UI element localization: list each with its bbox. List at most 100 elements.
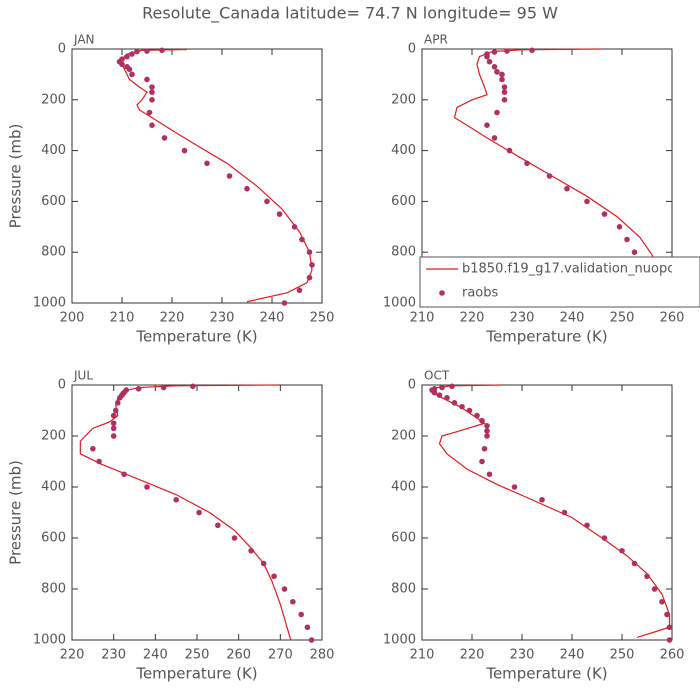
x-tick-label: 260 [660,648,685,663]
x-tick-label: 240 [143,648,168,663]
x-axis-label: Temperature (K) [485,665,607,683]
raobs-point [491,63,498,70]
raobs-point [501,97,508,103]
raobs-point [479,458,485,465]
raobs-point [149,89,155,95]
raobs-point [631,560,638,567]
raobs-point [616,224,623,230]
y-tick-label: 800 [41,582,66,597]
raobs-point [144,48,150,54]
legend-label: raobs [462,286,499,301]
raobs-point [110,433,117,439]
raobs-point [624,236,630,243]
raobs-point [149,122,155,128]
raobs-point [144,484,150,490]
x-tick-label: 250 [610,311,635,326]
raobs-point [124,53,130,60]
raobs-point [181,147,188,154]
x-tick-label: 280 [310,648,335,663]
legend-box [419,256,700,308]
raobs-point [474,412,480,419]
raobs-point [524,160,530,167]
y-tick-label: 1000 [33,633,66,648]
raobs-point [96,458,102,465]
raobs-point [484,53,490,60]
raobs-point [501,89,508,95]
x-tick-label: 270 [268,648,293,663]
raobs-point [666,624,673,631]
raobs-point [494,109,500,116]
raobs-point [491,49,498,55]
y-tick-label: 200 [41,92,66,107]
legend: b1850.f19_g17.validation_nuopc.raobs [426,262,672,301]
raobs-point [499,76,505,83]
raobs-point [110,425,117,432]
raobs-point [149,84,155,90]
plot-frame [71,48,323,304]
y-axis-label: Pressure (mb) [7,124,25,229]
raobs-point [129,51,135,57]
raobs-point [159,47,165,54]
raobs-point [304,624,311,631]
model-line [430,384,671,639]
y-tick-label: 1000 [33,296,66,311]
raobs-point [160,384,167,391]
raobs-point [484,122,490,128]
raobs-point [135,386,142,392]
raobs-point [110,420,117,427]
x-tick-label: 240 [560,648,585,663]
raobs-point [511,484,518,490]
x-axis-label: Temperature (K) [135,665,257,683]
raobs-point [561,509,568,516]
y-tick-label: 400 [391,143,416,158]
y-tick-label: 1000 [383,296,416,311]
raobs-point [306,274,313,281]
raobs-point [231,535,238,541]
y-tick-label: 400 [41,480,66,495]
raobs-point [264,198,270,205]
raobs-point [144,76,150,83]
raobs-point [117,394,123,401]
raobs-point [271,573,277,580]
raobs-point [436,392,443,399]
y-tick-label: 800 [391,245,416,260]
x-tick-label: 220 [160,311,185,326]
raobs-point [110,412,117,419]
raobs-point [529,47,535,54]
raobs-point [659,598,665,605]
y-tick-label: 600 [391,194,416,209]
raobs-point [504,48,510,54]
y-tick-label: 0 [58,42,66,57]
y-tick-label: 200 [391,429,416,444]
raobs-point [491,135,498,141]
raobs-point [666,637,673,643]
x-tick-label: 240 [260,311,285,326]
raobs-point [260,560,267,567]
raobs-point [306,249,313,255]
x-tick-label: 210 [110,311,135,326]
raobs-point [431,389,438,396]
raobs-point [486,471,493,478]
raobs-point [308,637,315,643]
raobs-point [146,109,153,116]
raobs-point [631,249,638,255]
raobs-point [484,428,490,434]
page-title: Resolute_Canada latitude= 74.7 N longitu… [142,4,558,24]
raobs-point [619,547,625,554]
y-tick-label: 800 [391,582,416,597]
raobs-point [161,135,168,141]
raobs-point [248,547,254,554]
panel-title: JUL [73,369,93,383]
raobs-point [451,400,458,406]
raobs-point [149,97,155,103]
x-tick-label: 240 [560,311,585,326]
y-tick-label: 1000 [383,633,416,648]
x-axis-label: Temperature (K) [135,328,257,346]
x-tick-label: 260 [226,648,251,663]
raobs-point [499,71,505,78]
raobs-point [501,84,508,90]
x-tick-label: 230 [510,648,535,663]
raobs-point [601,211,608,217]
x-tick-label: 210 [410,311,435,326]
